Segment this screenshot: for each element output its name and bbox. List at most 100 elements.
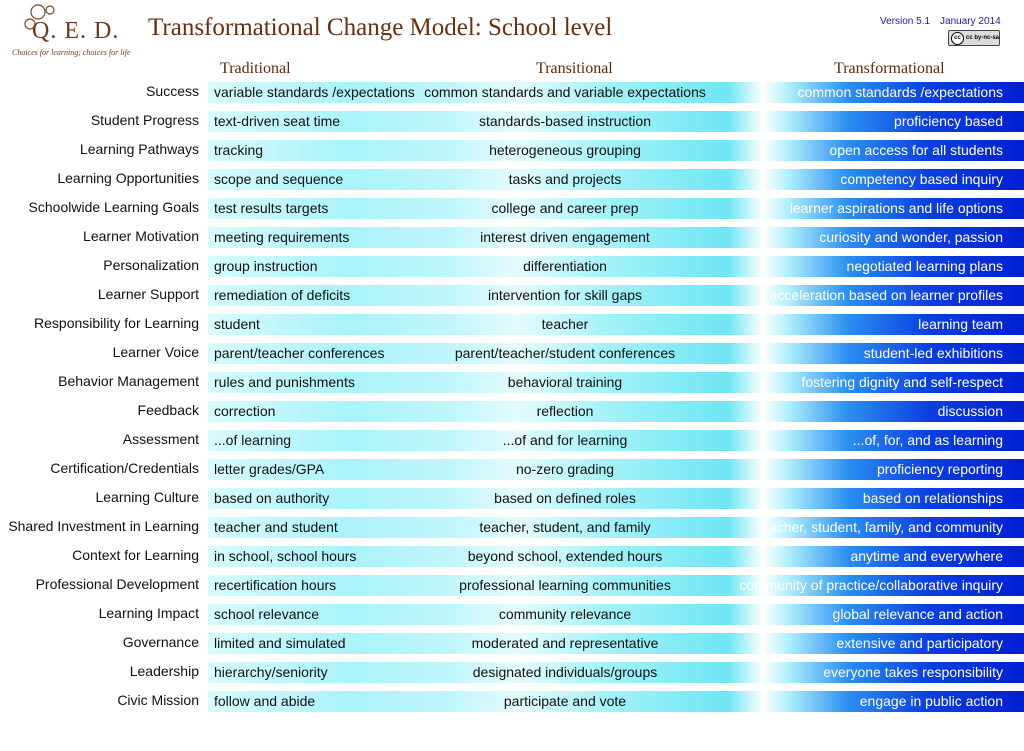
transitional-cell: college and career prep [491,200,639,216]
row-label: Certification/Credentials [50,460,199,476]
transitional-cell: behavioral training [507,374,623,390]
gradient-band [208,662,1024,683]
transitional-cell: intervention for skill gaps [487,287,643,303]
table-row: Schoolwide Learning Goals test results ta… [0,194,1024,223]
table-row: Learning Opportunities scope and sequence… [0,165,1024,194]
transformational-cell: anytime and everywhere [850,548,1003,564]
traditional-cell: in school, school hours [214,548,357,564]
table-row: Behavior Management rules and punishments… [0,368,1024,397]
transitional-cell: teacher, student, and family [479,519,651,535]
row-label: Shared Investment in Learning [8,518,199,534]
column-header-traditional: Traditional [220,60,291,77]
row-label: Personalization [103,257,199,273]
logo-name: Q. E. D. [32,18,120,44]
gradient-band [208,111,1024,132]
table-row: Learning Culture based on authority based … [0,484,1024,513]
transformational-cell: negotiated learning plans [846,258,1003,274]
traditional-cell: correction [214,403,276,419]
transitional-cell: ...of and for learning [502,432,628,448]
license-text: cc by-nc-sa [966,35,1000,41]
table-row: Shared Investment in Learning teacher and… [0,513,1024,542]
table-row: Professional Development recertification … [0,571,1024,600]
column-header-transitional: Transitional [536,60,613,77]
transformational-cell: extensive and participatory [836,635,1003,651]
transitional-cell: no-zero grading [515,461,615,477]
row-label: Success [146,83,199,99]
gradient-band [208,401,1024,422]
transformational-cell: ...of, for, and as learning [852,432,1003,448]
transitional-cell: based on defined roles [494,490,636,506]
row-label: Assessment [122,431,199,447]
gradient-band [208,372,1024,393]
row-label: Feedback [137,402,199,418]
transitional-cell: common standards and variable expectatio… [424,84,706,100]
traditional-cell: parent/teacher conferences [214,345,385,361]
table-row: Learning Pathways tracking heterogeneous g… [0,136,1024,165]
row-label: Context for Learning [72,547,199,563]
row-label: Civic Mission [117,692,199,708]
row-label: Leadership [129,663,199,679]
gradient-band [208,285,1024,306]
transitional-cell: heterogeneous grouping [489,142,641,158]
gradient-band [208,343,1024,364]
table-row: Learning Impact school relevance community… [0,600,1024,629]
transformational-cell: engage in public action [859,693,1003,709]
row-label: Behavior Management [58,373,199,389]
table-row: Civic Mission follow and abide participate… [0,687,1024,716]
transformational-cell: proficiency reporting [876,461,1003,477]
gradient-band [208,430,1024,451]
transformational-cell: acceleration based on learner profiles [769,287,1003,303]
transformational-cell: based on relationships [862,490,1003,506]
logo-tagline: Choices for learning; choices for life [12,48,131,57]
row-label: Professional Development [35,576,199,592]
traditional-cell: based on authority [214,490,330,506]
version-label: Version 5.1 [880,16,931,27]
traditional-cell: test results targets [214,200,329,216]
transformational-cell: curiosity and wonder, passion [819,229,1003,245]
transformational-cell: proficiency based [894,113,1003,129]
creative-commons-icon: cc [951,31,964,45]
transitional-cell: moderated and representative [471,635,659,651]
model-table: Success variable standards /expectations c… [0,78,1024,716]
transitional-cell: tasks and projects [508,171,622,187]
traditional-cell: hierarchy/seniority [214,664,328,680]
gradient-band [208,604,1024,625]
transitional-cell: interest driven engagement [480,229,650,245]
transformational-cell: everyone takes responsibility [823,664,1003,680]
gradient-band [208,546,1024,567]
traditional-cell: scope and sequence [214,171,344,187]
transformational-cell: fostering dignity and self-respect [801,374,1003,390]
transitional-cell: reflection [536,403,594,419]
traditional-cell: recertification hours [214,577,337,593]
traditional-cell: meeting requirements [214,229,350,245]
column-header-transformational: Transformational [834,60,945,77]
traditional-cell: student [214,316,260,332]
transitional-cell: beyond school, extended hours [467,548,663,564]
gradient-band [208,227,1024,248]
traditional-cell: letter grades/GPA [214,461,325,477]
table-row: Certification/Credentials letter grades/G… [0,455,1024,484]
table-row: Context for Learning in school, school ho… [0,542,1024,571]
traditional-cell: group instruction [214,258,318,274]
traditional-cell: follow and abide [214,693,316,709]
traditional-cell: teacher and student [214,519,338,535]
traditional-cell: tracking [214,142,264,158]
transformational-cell: open access for all students [829,142,1003,158]
traditional-cell: rules and punishments [214,374,355,390]
table-row: Student Progress text-driven seat time sta… [0,107,1024,136]
row-label: Learning Opportunities [57,170,199,186]
logo-circles-icon [24,4,55,30]
gradient-band [208,691,1024,712]
gradient-band [208,575,1024,596]
transformational-cell: teacher, student, family, and community [757,519,1003,535]
traditional-cell: remediation of deficits [214,287,351,303]
row-label: Learning Culture [95,489,199,505]
table-row: Success variable standards /expectations c… [0,78,1024,107]
page-title: Transformational Change Model: School le… [148,14,613,41]
table-row: Responsibility for Learning student teache… [0,310,1024,339]
row-label: Student Progress [90,112,199,128]
gradient-band [208,140,1024,161]
transformational-cell: student-led exhibitions [863,345,1003,361]
row-label: Learning Impact [98,605,199,621]
transitional-cell: teacher [541,316,589,332]
